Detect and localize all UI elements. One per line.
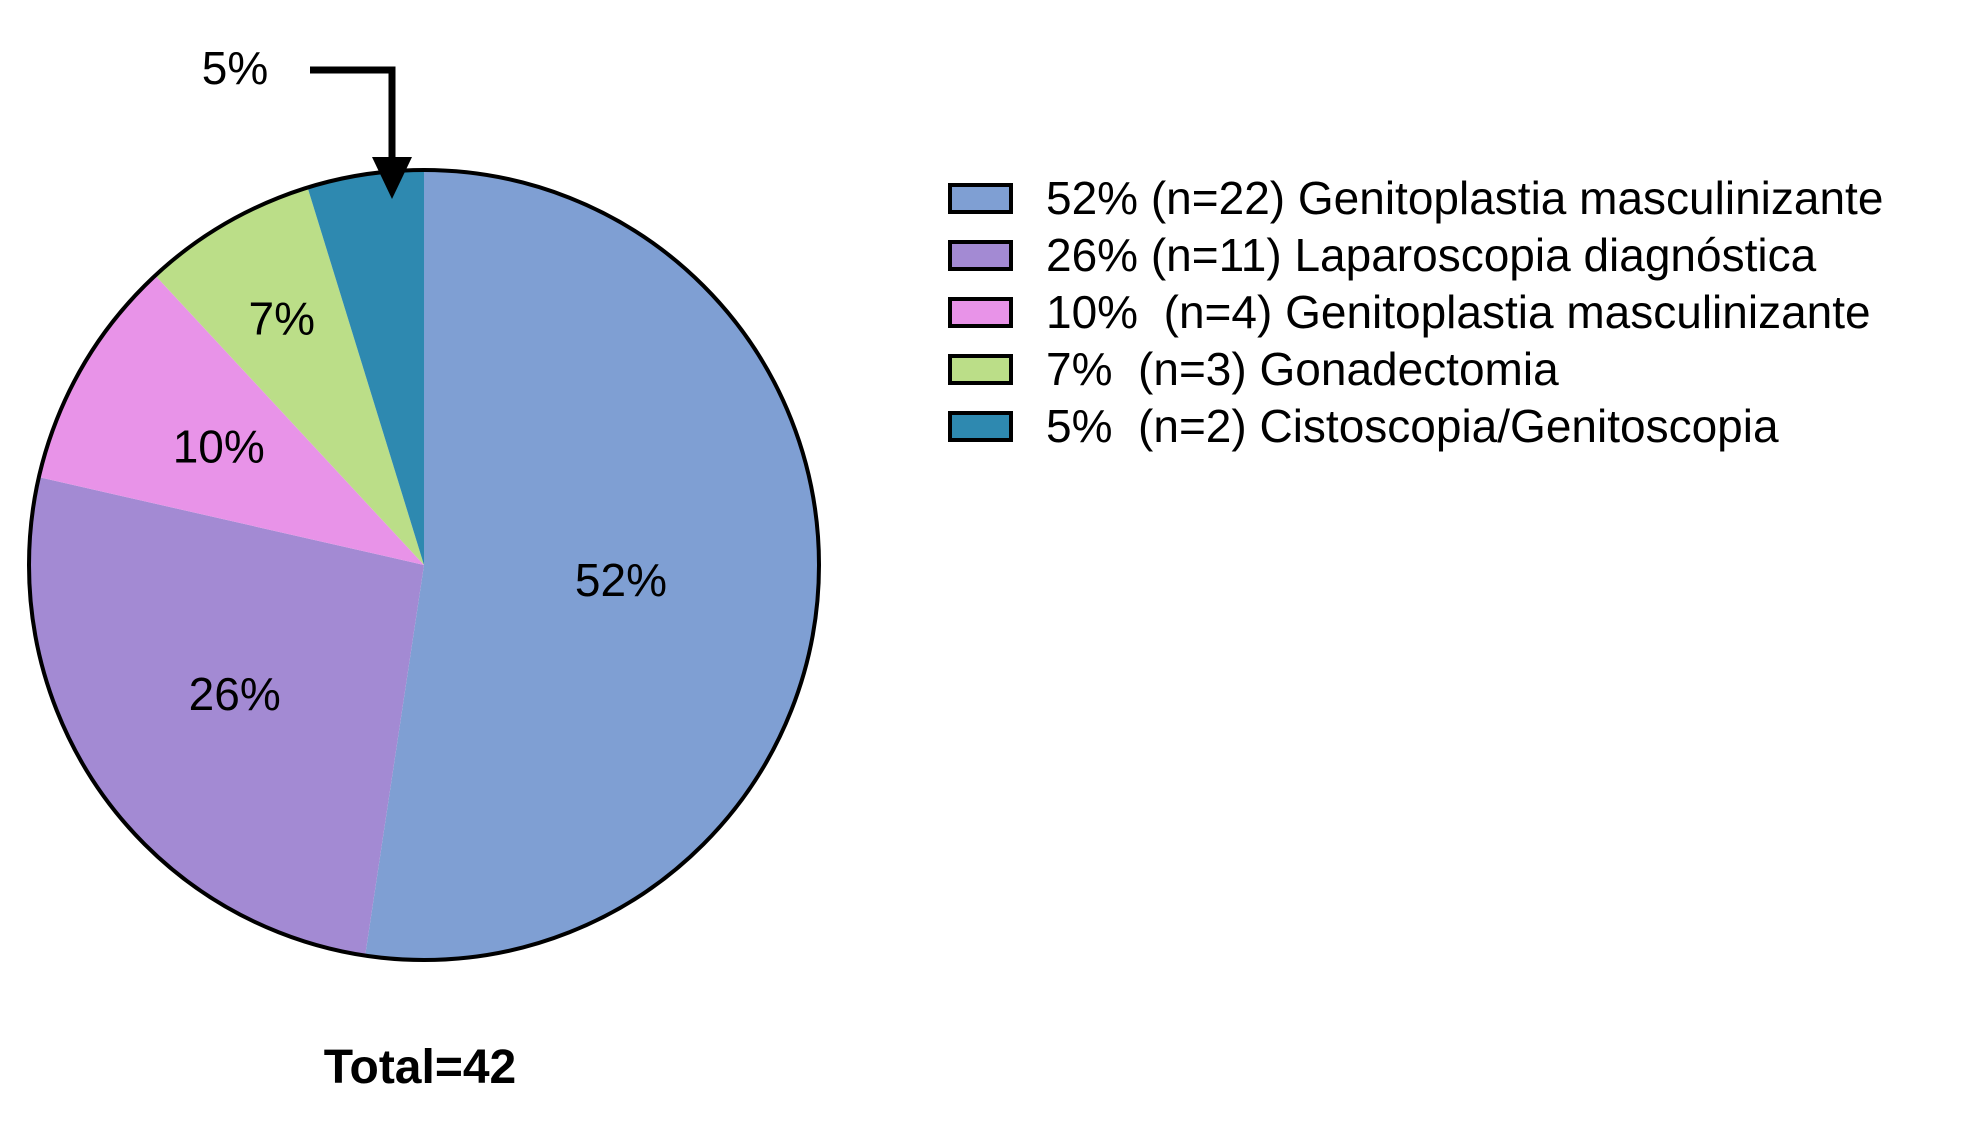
slice-percent-label: 26%	[189, 668, 281, 720]
total-label: Total=42	[324, 1041, 517, 1094]
legend-label: 26% (n=11) Laparoscopia diagnóstica	[1046, 229, 1817, 281]
legend-label: 10% (n=4) Genitoplastia masculinizante	[1046, 286, 1871, 338]
pie-slice	[155, 187, 424, 565]
legend: 52% (n=22) Genitoplastia masculinizante2…	[948, 172, 1883, 452]
legend-label: 7% (n=3) Gonadectomia	[1046, 343, 1559, 395]
legend-swatch	[948, 240, 1013, 271]
callout-arrowhead	[372, 157, 412, 199]
legend-label: 5% (n=2) Cistoscopia/Genitoscopia	[1046, 400, 1779, 452]
pie-slice	[307, 170, 424, 565]
pie-slice	[38, 275, 424, 565]
legend-swatch	[948, 183, 1013, 214]
slice-percent-label: 52%	[575, 554, 667, 606]
callout-arrow: 5%	[202, 42, 412, 199]
legend-swatch	[948, 297, 1013, 328]
legend-swatch	[948, 354, 1013, 385]
callout-label: 5%	[202, 42, 268, 94]
slice-percent-label: 7%	[249, 293, 315, 345]
pie-slice	[365, 170, 819, 960]
legend-swatch	[948, 411, 1013, 442]
legend-label: 52% (n=22) Genitoplastia masculinizante	[1046, 172, 1883, 224]
pie-slice	[28, 477, 424, 956]
slice-percent-label: 10%	[173, 421, 265, 473]
callout-line	[310, 66, 396, 165]
pie-slices	[28, 170, 819, 960]
slice-labels: 52% 26% 10% 7%	[173, 293, 667, 720]
pie-outline	[27, 168, 821, 962]
